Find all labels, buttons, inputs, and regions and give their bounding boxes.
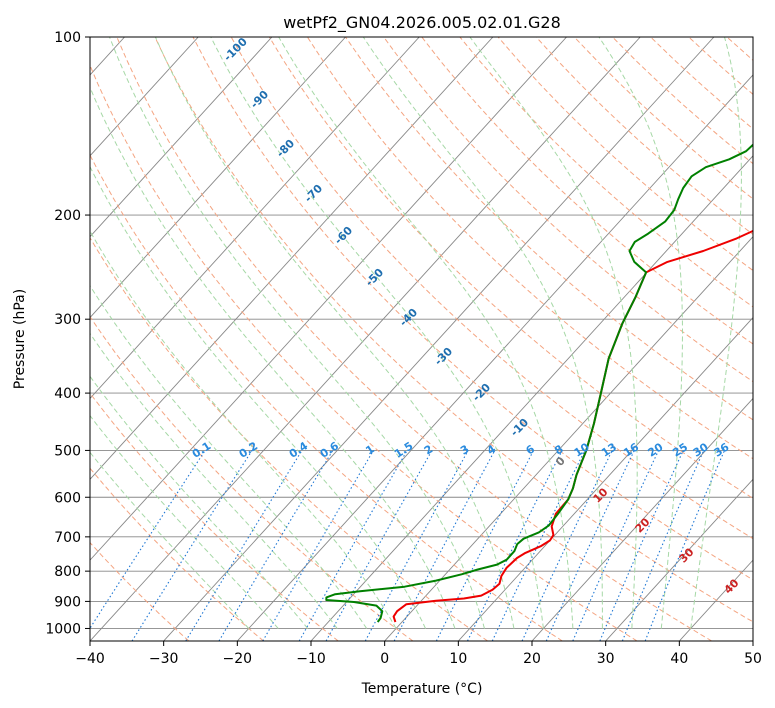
isotherm-line bbox=[90, 37, 420, 400]
grid-layer bbox=[90, 37, 753, 641]
mixing-ratio-line bbox=[435, 450, 535, 641]
plot-frame bbox=[89, 36, 754, 642]
isotherm-line bbox=[163, 37, 715, 641]
dry-adiabat-line bbox=[230, 37, 753, 540]
mixing-ratio-line bbox=[467, 450, 563, 641]
moist-adiabat-line bbox=[154, 37, 515, 629]
y-tick-label: 600 bbox=[54, 490, 81, 506]
isotherm-line bbox=[90, 37, 346, 319]
mixing-ratio-line bbox=[572, 450, 660, 641]
dry-adiabat-line bbox=[116, 37, 712, 641]
moist-adiabat-line bbox=[210, 37, 544, 629]
y-axis: 100 200 300 400 500 600 700 800 900 1000 bbox=[45, 30, 90, 637]
y-tick-label: 900 bbox=[54, 594, 81, 610]
dry-adiabat-line bbox=[90, 236, 488, 641]
moist-adiabat-line bbox=[90, 451, 250, 629]
x-tick-label: −40 bbox=[75, 651, 105, 667]
y-tick-label: 800 bbox=[54, 564, 81, 580]
moist-adiabat-line bbox=[690, 37, 742, 629]
moist-adiabat-line bbox=[362, 37, 603, 629]
isotherm-line bbox=[237, 74, 753, 641]
y-tick-label: 200 bbox=[54, 208, 81, 224]
dry-adiabat-line bbox=[192, 37, 753, 581]
y-tick-label: 700 bbox=[54, 530, 81, 546]
isotherm-line bbox=[531, 397, 753, 641]
series-layer bbox=[325, 143, 753, 623]
x-tick-label: 10 bbox=[449, 651, 467, 667]
y-tick-label: 500 bbox=[54, 443, 81, 459]
x-axis: −40 −30 −20 −10 0 10 20 30 40 50 bbox=[75, 641, 762, 667]
x-tick-label: 40 bbox=[670, 651, 688, 667]
moist-adiabat-line bbox=[90, 284, 368, 629]
y-tick-label: 300 bbox=[54, 312, 81, 328]
mixing-ratio-line bbox=[325, 450, 433, 641]
mixing-ratio-line bbox=[644, 450, 726, 641]
dewpoint-profile bbox=[325, 143, 753, 623]
isotherm-line bbox=[90, 37, 273, 238]
mixing-ratio-line bbox=[185, 450, 303, 641]
isotherm-line bbox=[605, 478, 753, 641]
dry-adiabat-line bbox=[459, 37, 753, 308]
mixing-ratio-line bbox=[599, 450, 684, 641]
x-tick-label: 50 bbox=[744, 651, 762, 667]
mixing-ratio-line bbox=[621, 450, 705, 641]
isotherm-line bbox=[90, 37, 199, 157]
y-tick-label: 400 bbox=[54, 386, 81, 402]
isotherm-line bbox=[90, 37, 567, 561]
x-tick-label: 30 bbox=[597, 651, 615, 667]
mixing-ratio-line bbox=[364, 450, 469, 641]
isotherm-line bbox=[384, 236, 753, 641]
moist-adiabat-line bbox=[90, 332, 338, 629]
moist-adiabat-line bbox=[278, 37, 574, 629]
dry-adiabat-line bbox=[306, 37, 753, 460]
moist-adiabat-line bbox=[90, 414, 279, 629]
dry-adiabat-line bbox=[90, 153, 563, 641]
moist-adiabat-line bbox=[90, 230, 397, 629]
dry-adiabat-line bbox=[154, 37, 753, 623]
mixing-ratio-line bbox=[90, 450, 206, 630]
x-tick-label: 0 bbox=[380, 651, 389, 667]
x-tick-label: −20 bbox=[223, 651, 253, 667]
chart-title: wetPf2_GN04.2026.005.02.01.G28 bbox=[283, 13, 561, 33]
y-tick-label: 1000 bbox=[45, 621, 81, 637]
moist-adiabat-line bbox=[598, 37, 683, 629]
y-tick-label: 100 bbox=[54, 30, 81, 46]
x-tick-label: −30 bbox=[149, 651, 179, 667]
x-tick-label: 20 bbox=[523, 651, 541, 667]
moist-adiabat-line bbox=[90, 165, 427, 629]
moist-adiabat-line bbox=[469, 37, 638, 629]
dry-adiabat-line bbox=[421, 37, 753, 345]
moist-adiabat-line bbox=[109, 37, 485, 629]
mixing-ratio-line bbox=[298, 450, 408, 641]
moist-adiabat-line bbox=[90, 86, 456, 629]
x-axis-label: Temperature (°C) bbox=[361, 681, 483, 697]
y-axis-label: Pressure (hPa) bbox=[12, 289, 28, 389]
isotherm-line bbox=[90, 37, 641, 641]
x-tick-label: −10 bbox=[296, 651, 326, 667]
isotherm-line bbox=[90, 37, 494, 480]
